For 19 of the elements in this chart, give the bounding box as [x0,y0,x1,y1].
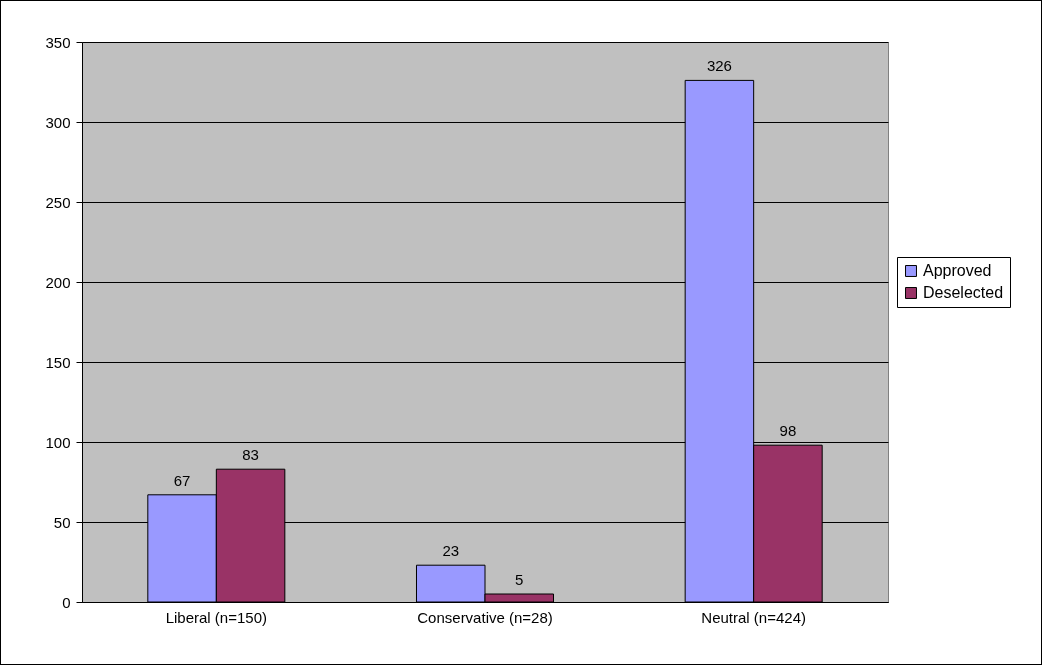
data-label: 23 [442,542,460,560]
x-tick-label: Liberal (n=150) [165,608,267,626]
y-tick-label: 250 [45,193,71,211]
y-tick-label: 300 [45,113,71,131]
y-tick-label: 100 [45,433,71,451]
y-tick-label: 0 [62,593,71,611]
data-label: 326 [706,57,732,75]
legend-label: Deselected [923,284,1004,301]
data-label: 98 [779,422,797,440]
y-tick-label: 150 [45,353,71,371]
data-label: 67 [173,471,191,489]
y-tick-label: 200 [45,273,71,291]
data-label: 83 [242,446,259,464]
x-tick-label: Conservative (n=28) [417,608,553,626]
legend-label: Approved [923,262,992,279]
y-tick-label: 350 [45,33,71,51]
y-tick-label: 50 [53,513,71,531]
x-tick-label: Neutral (n=424) [701,608,806,626]
data-label: 5 [515,571,524,588]
